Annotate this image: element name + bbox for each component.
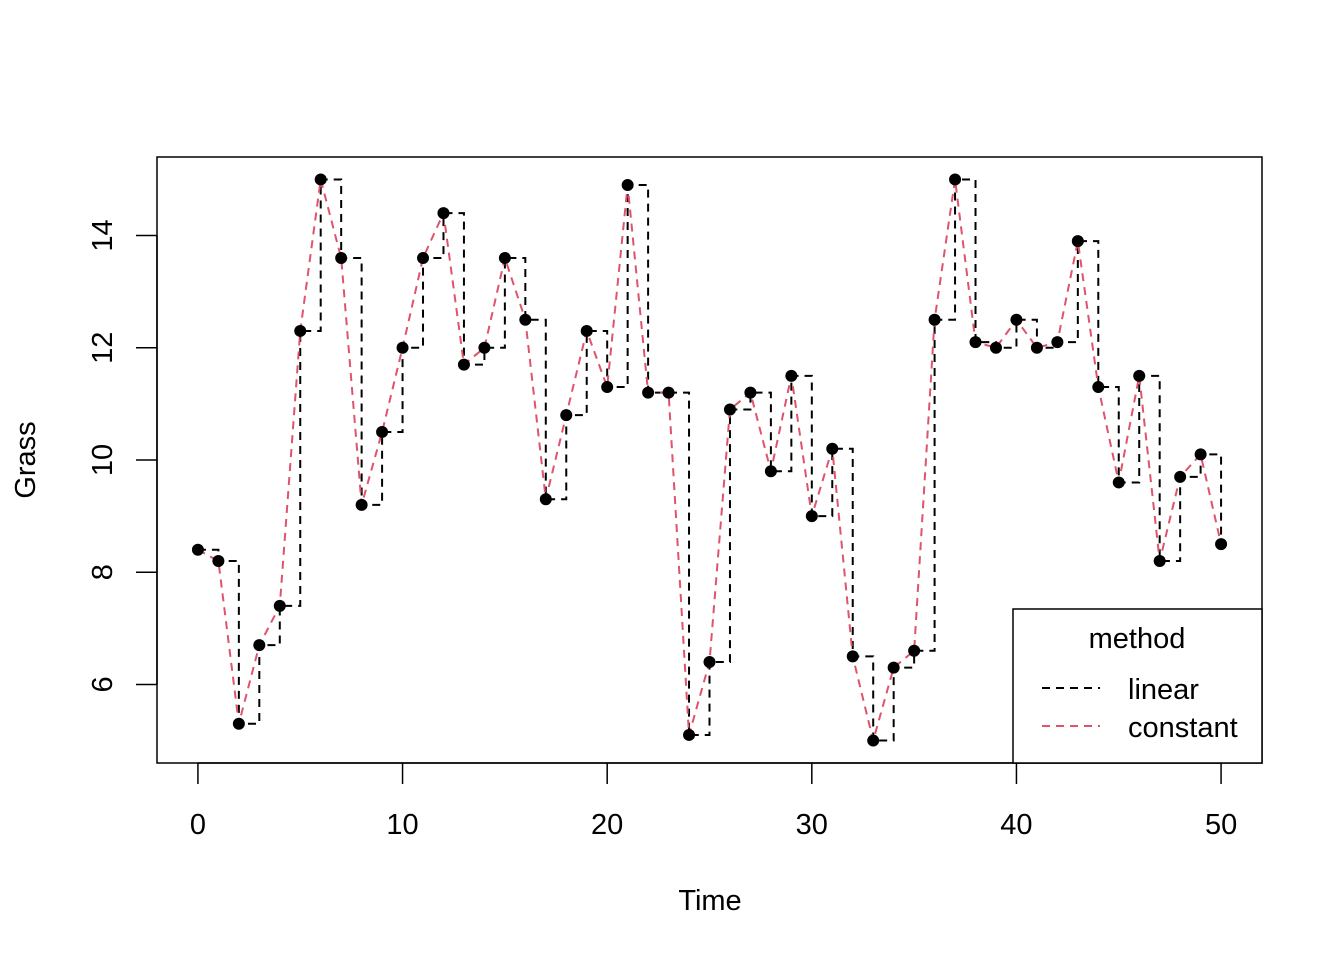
data-point xyxy=(867,734,880,747)
data-point xyxy=(723,403,736,416)
data-point xyxy=(1112,476,1125,489)
data-point xyxy=(580,324,593,337)
data-point xyxy=(232,717,245,730)
data-point xyxy=(621,179,634,192)
data-point xyxy=(928,313,941,326)
data-point xyxy=(785,369,798,382)
x-tick-label: 0 xyxy=(190,809,206,841)
data-point xyxy=(1215,538,1228,551)
y-axis-label: Grass xyxy=(10,421,42,498)
y-tick-label: 6 xyxy=(87,676,119,692)
y-tick-label: 8 xyxy=(87,564,119,580)
data-point xyxy=(519,313,532,326)
legend: method linear constant xyxy=(1012,608,1263,764)
data-point xyxy=(539,493,552,506)
data-point xyxy=(1153,555,1166,567)
x-axis-label: Time xyxy=(678,885,741,917)
data-point xyxy=(1051,336,1064,349)
data-point xyxy=(335,252,348,264)
y-tick-label: 12 xyxy=(87,332,119,364)
data-point xyxy=(253,639,266,652)
y-tick-label: 10 xyxy=(87,444,119,476)
data-point xyxy=(601,381,614,394)
data-point xyxy=(1133,369,1146,382)
data-point xyxy=(560,409,573,422)
data-point xyxy=(703,656,716,668)
legend-label-constant: constant xyxy=(1128,712,1238,744)
data-point xyxy=(1174,470,1187,483)
data-point xyxy=(744,386,757,399)
data-point xyxy=(1071,235,1084,248)
legend-box xyxy=(1012,608,1263,764)
data-point xyxy=(887,661,900,674)
x-tick-label: 10 xyxy=(386,809,418,841)
y-tick-label: 14 xyxy=(87,219,119,251)
data-point xyxy=(969,336,982,349)
data-point xyxy=(191,543,204,556)
data-point xyxy=(764,465,777,478)
data-point xyxy=(457,358,470,371)
x-tick-label: 30 xyxy=(796,809,828,841)
data-point xyxy=(314,173,327,186)
legend-title: method xyxy=(1089,623,1186,655)
x-tick-label: 40 xyxy=(1000,809,1032,841)
data-point xyxy=(826,442,839,455)
data-point xyxy=(498,252,511,264)
data-point xyxy=(683,728,696,741)
data-point xyxy=(805,510,818,523)
data-point xyxy=(212,555,225,567)
data-point xyxy=(355,498,368,511)
data-point xyxy=(1194,448,1207,461)
data-point xyxy=(1092,381,1105,394)
data-point xyxy=(396,341,409,354)
data-point xyxy=(846,650,859,663)
points-layer xyxy=(191,173,1228,747)
data-point xyxy=(294,324,307,337)
data-point xyxy=(417,252,430,264)
y-axis: 6 8 10 12 14 xyxy=(87,219,158,693)
data-point xyxy=(376,425,389,438)
x-axis: 0 10 20 30 40 50 xyxy=(190,762,1237,841)
data-point xyxy=(273,599,286,612)
data-point xyxy=(437,207,450,220)
data-point xyxy=(908,644,921,657)
data-point xyxy=(989,341,1002,354)
data-point xyxy=(1030,341,1043,354)
data-point xyxy=(1010,313,1023,326)
data-point xyxy=(949,173,962,186)
legend-label-linear: linear xyxy=(1128,674,1199,706)
x-tick-label: 20 xyxy=(591,809,623,841)
data-point xyxy=(662,386,675,399)
data-point xyxy=(478,341,491,354)
data-point xyxy=(642,386,655,399)
x-tick-label: 50 xyxy=(1205,809,1237,841)
